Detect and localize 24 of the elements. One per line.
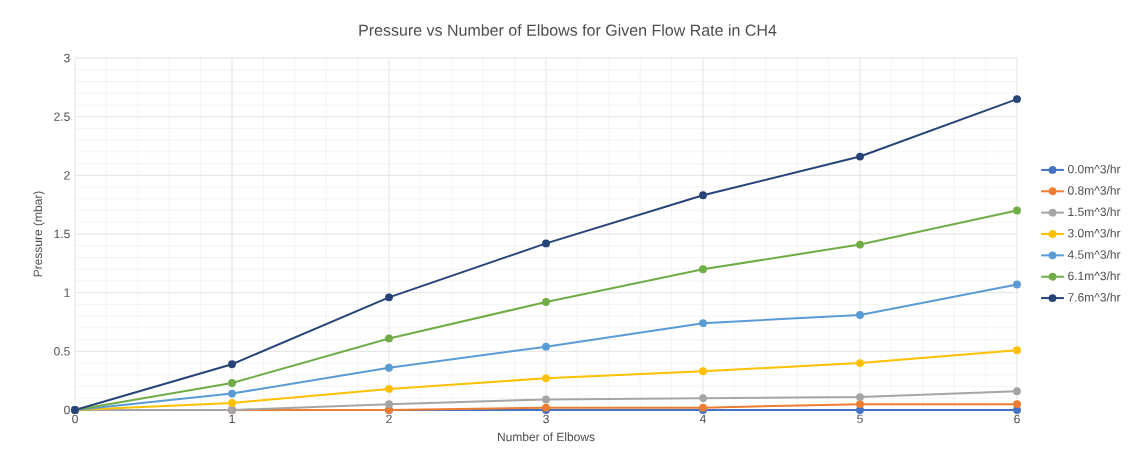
chart-title: Pressure vs Number of Elbows for Given Flow Rate in CH4 [359, 24, 777, 36]
x-tick-label: 4 [699, 414, 706, 423]
x-tick-label: 0 [72, 414, 78, 424]
legend-label: 3.0m^3/hr [1068, 228, 1121, 238]
y-tick-label: 1 [64, 288, 70, 297]
y-tick-label: 0.5 [54, 347, 70, 356]
y-tick-label: 2.5 [54, 112, 70, 121]
x-axis-title: Number of Elbows [497, 432, 595, 442]
legend-label: 1.5m^3/hr [1068, 207, 1121, 217]
legend-label: 0.0m^3/hr [1068, 164, 1121, 174]
legend-label: 4.5m^3/hr [1067, 250, 1121, 259]
x-tick-label: 6 [1014, 414, 1020, 424]
x-tick-label: 1 [229, 414, 235, 423]
x-tick-label: 2 [386, 414, 392, 424]
y-tick-label: 3 [64, 53, 70, 63]
legend-label: 6.1m^3/hr [1068, 271, 1121, 281]
y-axis-title: Pressure (mbar) [33, 191, 45, 277]
x-tick-label: 3 [543, 414, 549, 424]
y-tick-label: 0 [64, 405, 70, 415]
legend-label: 7.6m^3/hr [1068, 292, 1121, 302]
x-tick-label: 5 [857, 414, 863, 424]
y-tick-label: 2 [64, 171, 70, 180]
legend-label: 0.8m^3/hr [1068, 185, 1121, 195]
y-tick-label: 1.5 [54, 229, 70, 239]
